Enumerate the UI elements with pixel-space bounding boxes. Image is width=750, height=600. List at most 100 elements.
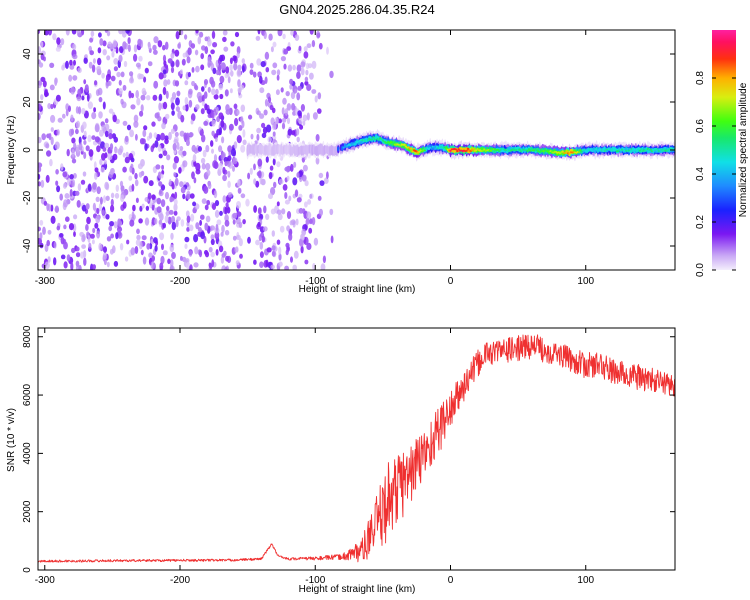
spectrogram-noise-cell <box>298 45 302 51</box>
spectrogram-noise-cell <box>168 179 172 186</box>
spectrogram-noise-cell <box>290 256 293 263</box>
spectrogram-noise-cell <box>272 62 278 69</box>
spectrogram-noise-cell <box>138 171 143 178</box>
spectrogram-noise-cell <box>205 162 211 171</box>
spectrogram-noise-cell <box>94 124 100 133</box>
spectrogram-noise-cell <box>87 134 92 143</box>
spectrogram-noise-cell <box>54 207 60 213</box>
spectrogram-y-axis: -40 -20 0 20 40 <box>22 48 675 253</box>
spectrogram-noise-cell <box>174 191 178 200</box>
spectrogram-noise-cell <box>221 136 225 144</box>
spectrogram-noise-cell <box>227 145 233 153</box>
spectrogram-noise-cell <box>136 234 141 241</box>
spectrogram-noise-cell <box>281 117 287 123</box>
spectrogram-noise-cell <box>225 66 230 74</box>
spectrogram-noise-cell <box>278 261 283 267</box>
spectrogram-noise-cell <box>69 59 73 66</box>
spectrogram-noise-cell <box>140 249 144 256</box>
spectrogram-noise-cell <box>207 38 212 47</box>
spectrogram-noise-cell <box>195 162 201 171</box>
spectrogram-noise-cell <box>106 261 110 268</box>
spectrogram-noise-cell <box>122 120 128 126</box>
spectrogram-noise-cell <box>182 52 187 58</box>
spectrogram-noise-cell <box>130 247 136 256</box>
spectrogram-noise-cell <box>85 203 90 210</box>
spectrogram-noise-cell <box>102 49 107 56</box>
spectrogram-noise-cell <box>101 124 106 131</box>
spectrogram-noise-cell <box>290 91 296 100</box>
spectrogram-noise-cell <box>102 40 107 47</box>
spectrogram-noise-cell <box>240 193 246 199</box>
spectrogram-noise-cell <box>309 72 314 80</box>
spectrogram-noise-cell <box>180 219 185 227</box>
spectrogram-noise-cell <box>290 30 294 36</box>
spectrogram-noise-cell <box>170 215 176 224</box>
spectrogram-noise-cell <box>187 47 192 56</box>
spectrogram-trace-center <box>568 152 571 155</box>
spectrogram-noise-cell <box>232 55 237 62</box>
spectrogram-noise-cell <box>160 255 165 265</box>
spectrogram-noise-cell <box>194 49 199 56</box>
spectrogram-noise-cell <box>320 263 326 270</box>
spectrogram-heatmap <box>38 30 675 270</box>
figure-title: GN04.2025.286.04.35.R24 <box>279 2 434 17</box>
spectrogram-noise-cell <box>179 181 184 188</box>
spectrogram-noise-cell <box>233 62 238 71</box>
spectrogram-noise-cell <box>309 218 313 225</box>
spectrogram-noise-cell <box>259 176 263 185</box>
spectrogram-noise-cell <box>184 97 189 105</box>
spectrogram-noise-cell <box>97 87 103 96</box>
spectrogram-noise-cell <box>161 243 164 250</box>
spectrogram-noise-cell <box>91 239 95 245</box>
spectrogram-noise-cell <box>213 190 218 199</box>
spectrogram-noise-cell <box>56 37 61 45</box>
spectrogram-noise-cell <box>174 80 180 87</box>
spectrogram-noise-cell <box>122 84 127 91</box>
spectrogram-x-tick-label: -100 <box>305 276 325 287</box>
spectrogram-noise-cell <box>180 114 185 123</box>
spectrogram-noise-cell <box>260 61 266 68</box>
spectrogram-noise-cell <box>176 142 180 150</box>
spectrogram-noise-cell <box>60 163 64 171</box>
spectrogram-noise-cell <box>174 49 180 57</box>
spectrogram-noise-cell <box>265 156 269 163</box>
spectrogram-noise-cell <box>152 94 158 101</box>
spectrogram-noise-cell <box>240 104 246 113</box>
spectrogram-noise-cell <box>231 148 236 157</box>
spectrogram-noise-cell <box>125 151 129 158</box>
spectrogram-noise-cell <box>210 251 215 258</box>
spectrogram-noise-cell <box>201 198 207 205</box>
spectrogram-noise-cell <box>137 163 143 170</box>
spectrogram-noise-cell <box>302 164 308 172</box>
spectrogram-noise-cell <box>211 119 216 127</box>
spectrogram-noise-cell <box>307 63 313 69</box>
spectrogram-noise-cell <box>98 96 103 103</box>
spectrogram-noise-cell <box>122 166 127 173</box>
spectrogram-noise-cell <box>270 117 275 126</box>
spectrogram-noise-cell <box>130 104 136 110</box>
spectrogram-noise-cell <box>63 261 68 269</box>
spectrogram-trace-center <box>506 148 509 151</box>
spectrogram-noise-cell <box>222 36 227 43</box>
spectrogram-noise-cell <box>188 224 194 232</box>
spectrogram-noise-cell <box>233 103 238 110</box>
spectrogram-noise-cell <box>197 36 202 45</box>
spectrogram-noise-cell <box>306 211 312 220</box>
spectrogram-noise-cell <box>166 205 170 212</box>
spectrogram-noise-cell <box>192 154 197 162</box>
spectrogram-noise-cell <box>99 196 103 205</box>
spectrogram-noise-cell <box>304 259 309 265</box>
spectrogram-noise-cell <box>305 69 309 76</box>
spectrogram-noise-cell <box>187 71 191 78</box>
spectrogram-noise-cell <box>154 245 158 252</box>
spectrogram-noise-cell <box>83 57 88 64</box>
spectrogram-noise-cell <box>59 233 64 238</box>
spectrogram-noise-cell <box>173 203 178 212</box>
spectrogram-noise-cell <box>213 161 219 170</box>
spectrogram-noise-cell <box>120 188 124 194</box>
spectrogram-noise-cell <box>298 207 304 214</box>
spectrogram-noise-cell <box>109 221 115 227</box>
spectrogram-noise-cell <box>144 217 150 226</box>
spectrogram-noise-cell <box>169 196 173 203</box>
spectrogram-noise-cell <box>234 31 240 38</box>
